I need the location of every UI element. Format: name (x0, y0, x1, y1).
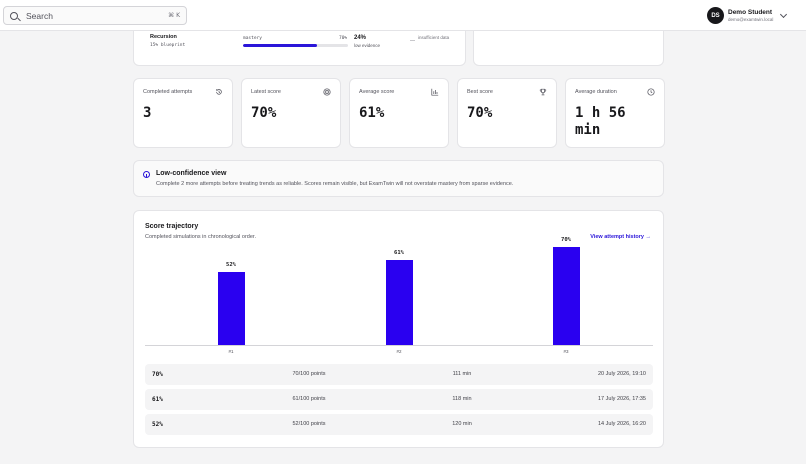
topic-title: Recursion (150, 34, 177, 40)
attempt-date: 20 July 2026, 19:10 (597, 371, 646, 377)
attempt-row[interactable]: 70% 70/100 points 111 min 20 July 2026, 19:… (145, 364, 653, 385)
attempt-date: 17 July 2026, 17:35 (597, 396, 646, 402)
avatar: DS (707, 7, 724, 24)
bar-chart-icon (431, 88, 439, 96)
user-name: Demo Student (728, 8, 773, 16)
mastery-value: 70% (339, 36, 348, 41)
search-icon (10, 11, 18, 20)
search-placeholder: Search (26, 10, 53, 21)
chart-bar (217, 272, 245, 345)
attempt-date: 14 July 2026, 16:20 (597, 421, 646, 427)
bar-value-label: 70% (561, 237, 571, 243)
attempt-points: 70/100 points (292, 371, 326, 377)
info-icon (143, 171, 150, 178)
mastery-progress (243, 44, 348, 47)
user-menu[interactable]: DS Demo Student demo@examtwin.local (707, 7, 788, 24)
history-icon (216, 89, 222, 95)
topic-blueprint: 15% blueprint (150, 43, 186, 48)
score-trajectory-card: Score trajectory Completed simulations i… (133, 210, 664, 448)
metric-completed-attempts: Completed attempts 3 (133, 78, 233, 148)
top-bar: Search ⌘ K DS Demo Student demo@examtwin… (0, 0, 806, 31)
low-confidence-banner: Low-confidence view Complete 2 more atte… (133, 160, 664, 197)
attempt-duration: 111 min (452, 371, 472, 377)
evidence-percent: 24% (354, 35, 367, 41)
chart-bar (552, 247, 580, 345)
side-card (473, 25, 664, 66)
metric-average-duration: Average duration 1 h 56 min (565, 78, 665, 148)
metric-label: Latest score (251, 89, 281, 95)
metric-label: Completed attempts (143, 89, 193, 95)
insufficient-dash: — (410, 38, 415, 44)
attempt-score: 52% (152, 421, 163, 428)
search-shortcut: ⌘ K (168, 12, 180, 19)
mastery-progress-fill (243, 44, 317, 47)
bar-category-label: #3 (563, 349, 569, 354)
metric-value: 70% (251, 105, 277, 121)
bar-value-label: 52% (226, 262, 236, 269)
attempt-score: 61% (152, 396, 163, 403)
attempt-points: 61/100 points (292, 396, 326, 402)
mastery-label: mastery (243, 36, 262, 41)
insufficient-label: insufficient data (418, 35, 450, 40)
score-trajectory-chart: 52% #1 61% #2 70% #3 (145, 237, 653, 359)
target-icon (323, 88, 331, 96)
metric-label: Average score (359, 89, 395, 95)
trophy-icon (539, 88, 547, 96)
metric-label: Average duration (575, 89, 617, 95)
view-attempt-history-link[interactable]: View attempt history → (590, 234, 651, 240)
banner-title: Low-confidence view (156, 170, 227, 177)
chevron-down-icon[interactable] (780, 10, 788, 18)
chart-baseline (145, 345, 653, 346)
clock-icon (647, 88, 655, 96)
topic-mastery-card: Recursion 15% blueprint mastery 70% 24% … (133, 25, 466, 66)
attempt-duration: 120 min (452, 421, 472, 427)
chart-bar (385, 259, 413, 345)
metric-average-score: Average score 61% (349, 78, 449, 148)
metric-value: 3 (143, 105, 152, 121)
bar-category-label: #2 (396, 349, 402, 354)
metric-value: 1 h 56 min (575, 105, 626, 138)
attempt-points: 52/100 points (292, 421, 326, 427)
user-email: demo@examtwin.local (728, 16, 774, 22)
attempt-duration: 118 min (452, 396, 472, 402)
attempt-row[interactable]: 61% 61/100 points 118 min 17 July 2026, 17:… (145, 389, 653, 410)
banner-text: Complete 2 more attempts before treating… (156, 181, 514, 187)
trajectory-title: Score trajectory (145, 223, 199, 230)
metric-label: Best score (467, 89, 493, 95)
attempt-row[interactable]: 52% 52/100 points 120 min 14 July 2026, 16:… (145, 414, 653, 435)
metric-value: 70% (467, 105, 493, 121)
attempt-score: 70% (152, 371, 163, 378)
metric-latest-score: Latest score 70% (241, 78, 341, 148)
trajectory-subtitle: Completed simulations in chronological o… (145, 234, 256, 240)
search-input[interactable]: Search ⌘ K (3, 6, 187, 25)
metric-value: 61% (359, 105, 385, 121)
metric-best-score: Best score 70% (457, 78, 557, 148)
bar-category-label: #1 (228, 349, 234, 354)
bar-value-label: 61% (394, 249, 404, 256)
evidence-label: low evidence (354, 43, 381, 48)
